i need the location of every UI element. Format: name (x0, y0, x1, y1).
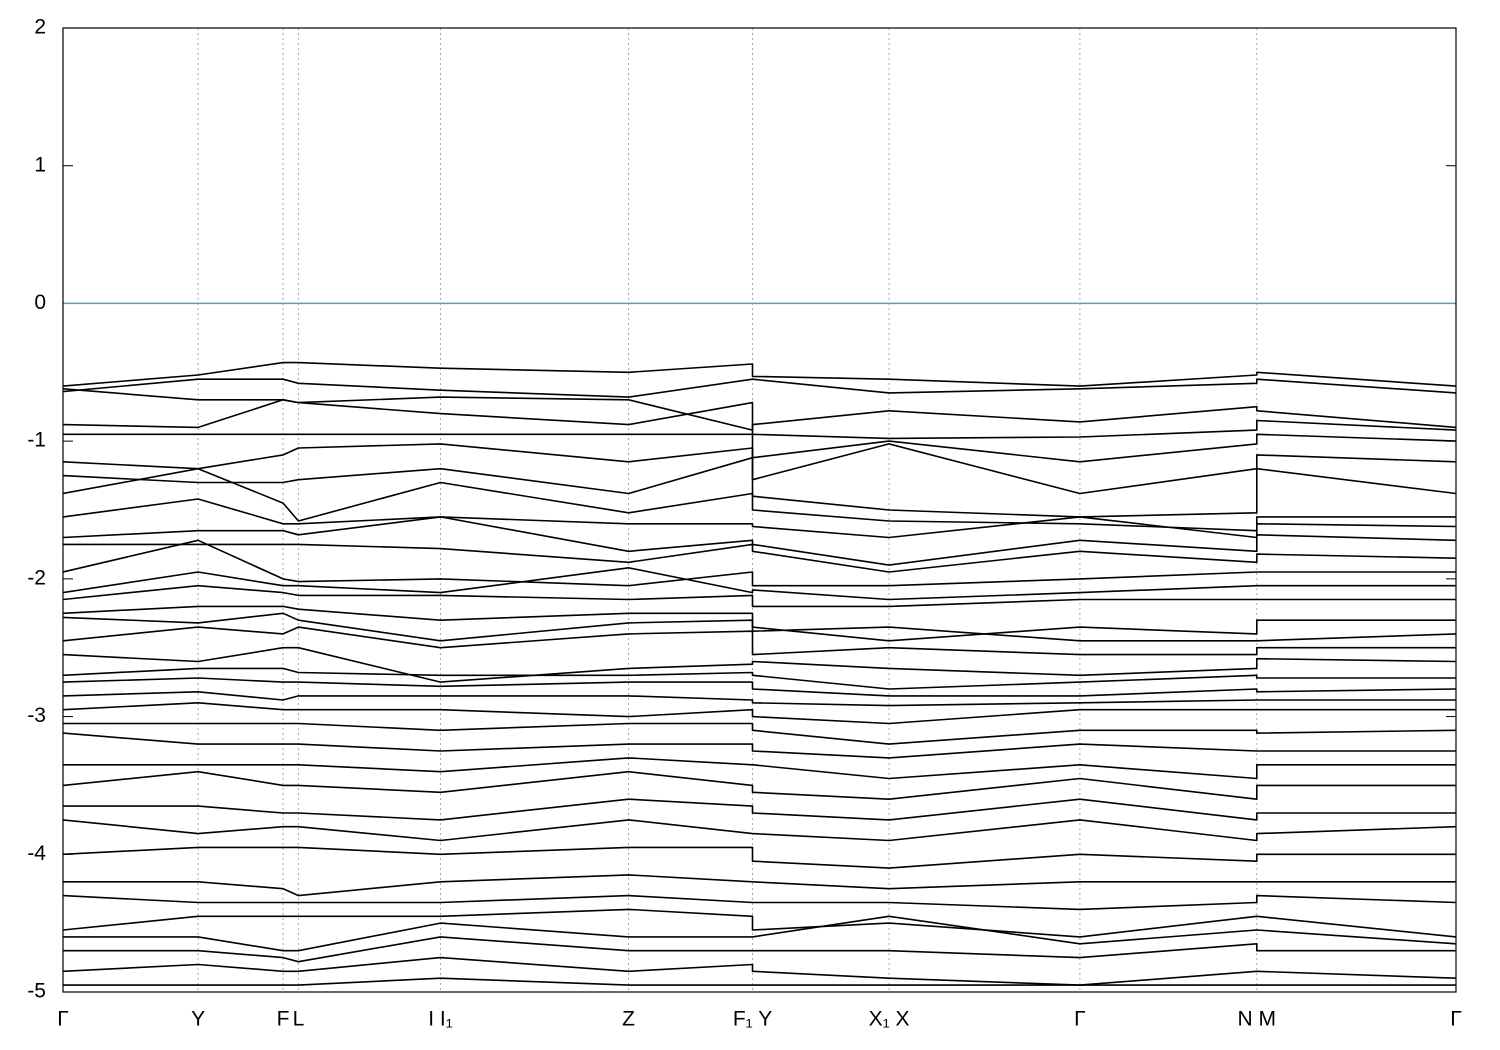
bands (63, 361, 1456, 986)
x-tick-label: Y (191, 1008, 205, 1031)
band-line (63, 612, 1456, 642)
band-line (63, 819, 1456, 842)
band-line (63, 605, 1456, 642)
band-line (63, 915, 1456, 952)
x-tick-label: F (277, 1008, 290, 1031)
tick-labels: 2 1 0 -1 -2 -3 -4 -5 Γ Y F L I I₁ Z F₁ Y X₁ X Γ N M Γ (27, 16, 1461, 1031)
band-line (63, 498, 1456, 539)
band-line (63, 908, 1456, 938)
band-line (63, 722, 1456, 745)
y-tick-label: -1 (27, 429, 46, 452)
band-line (63, 378, 1456, 398)
band-line (63, 936, 1456, 963)
y-tick-label: 2 (34, 16, 46, 39)
band-line (63, 543, 1456, 573)
x-tick-label: X₁ X (869, 1008, 910, 1031)
band-line (63, 539, 1456, 587)
band-line (63, 626, 1456, 656)
band-line (63, 516, 1456, 566)
band-line (63, 894, 1456, 911)
x-tick-label: Γ (57, 1008, 69, 1031)
band-line (63, 443, 1456, 495)
band-line (63, 567, 1456, 601)
y-tick-label: 0 (34, 291, 46, 314)
plot-frame (62, 27, 1457, 993)
y-tick-label: -4 (27, 842, 46, 865)
band-line (63, 956, 1456, 986)
x-tick-label: N M (1238, 1008, 1277, 1031)
band-line (63, 646, 1456, 683)
band-line (63, 977, 1456, 986)
band-line (63, 691, 1456, 707)
y-tick-label: -3 (27, 704, 46, 727)
band-line (63, 846, 1456, 869)
y-tick-label: 1 (34, 153, 46, 176)
x-tick-label: F₁ Y (733, 1008, 772, 1031)
band-line (63, 770, 1456, 800)
band-line (63, 798, 1456, 821)
band-line (63, 456, 1456, 518)
y-tick-label: -5 (27, 980, 46, 1003)
y-tick-label: -2 (27, 566, 46, 589)
band-line (63, 399, 1456, 440)
band-line (63, 757, 1456, 780)
band-line (63, 388, 1456, 431)
x-tick-label: L (293, 1008, 305, 1031)
band-line (63, 732, 1456, 759)
band-line (63, 584, 1456, 608)
band-line (63, 667, 1456, 690)
x-tick-label: Z (622, 1008, 635, 1031)
band-line (63, 433, 1456, 463)
x-tick-label: I I₁ (428, 1008, 453, 1031)
band-line (63, 677, 1456, 697)
band-line (63, 702, 1456, 725)
x-tick-label: Γ (1074, 1008, 1086, 1031)
band-line (63, 874, 1456, 897)
band-line (63, 361, 1456, 387)
x-tick-label: Γ (1450, 1008, 1462, 1031)
